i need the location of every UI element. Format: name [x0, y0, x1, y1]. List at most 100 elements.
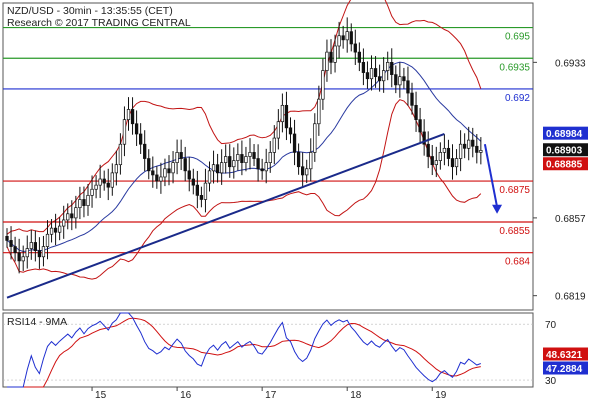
- candle-body-13: [57, 225, 62, 233]
- price-badge-0-box: [543, 126, 588, 140]
- candle-body-95: [390, 62, 394, 75]
- candle-body-55: [228, 156, 232, 168]
- candle-body-81: [333, 45, 337, 63]
- candle-body-28: [118, 143, 123, 166]
- candle-body-18: [78, 199, 82, 209]
- candles: [5, 17, 483, 274]
- candle-body-39: [163, 168, 167, 178]
- candle-body-23: [98, 178, 102, 186]
- price-badges: 0.68984 0.68903 0.68885 48.6321 47.2884: [543, 126, 588, 375]
- candle-body-66: [272, 137, 276, 153]
- candle-body-117: [479, 150, 483, 153]
- candle-body-112: [458, 143, 463, 159]
- candle-body-93: [382, 70, 386, 82]
- candle-body-61: [252, 152, 256, 159]
- candle-body-7: [33, 242, 37, 251]
- candle-body-89: [365, 72, 370, 80]
- x-tick-label-2: 17: [265, 390, 277, 400]
- candle-body-69: [284, 104, 289, 129]
- candle-body-22: [94, 184, 98, 190]
- candle-body-100: [410, 92, 414, 106]
- price-badge-0-label: 0.68984: [546, 129, 583, 140]
- x-tick-label-0: 15: [95, 390, 107, 400]
- candle-body-92: [377, 76, 382, 82]
- candle-body-44: [183, 158, 187, 172]
- axes: 0.6933 0.6857 0.6819 70 30 15 16 17 18 19: [91, 58, 586, 400]
- level-label-4: 0.6855: [499, 226, 530, 237]
- candle-body-35: [147, 158, 151, 172]
- rsi-badge-0-box: [543, 347, 588, 361]
- candle-body-53: [220, 162, 224, 174]
- price-panel-frame: [2, 2, 534, 311]
- candle-body-57: [236, 154, 240, 161]
- rsi-badge-1-label: 47.2884: [546, 364, 583, 375]
- candle-body-84: [345, 31, 349, 41]
- rsi-panel-label: RSI14 - 9MA: [7, 316, 67, 328]
- level-label-0: 0.695: [505, 32, 530, 43]
- candle-body-115: [471, 139, 475, 147]
- candle-body-1: [9, 240, 13, 247]
- price-tick-label-2: 0.6819: [555, 292, 586, 303]
- candle-body-12: [53, 227, 58, 233]
- candle-body-29: [122, 119, 127, 145]
- bollinger-bands: [6, 0, 482, 280]
- candle-body-48: [199, 195, 204, 200]
- candle-body-52: [215, 164, 220, 174]
- candle-body-113: [463, 143, 467, 149]
- candle-body-49: [203, 182, 208, 200]
- candle-body-64: [264, 162, 268, 172]
- candle-body-46: [191, 178, 195, 186]
- candle-body-60: [248, 152, 252, 157]
- candle-body-16: [70, 213, 74, 219]
- rsi-lines: [3, 312, 533, 388]
- candle-body-20: [86, 195, 90, 206]
- moving-average-line: [6, 61, 482, 253]
- candle-body-99: [406, 80, 410, 94]
- rsi-badge-0-label: 48.6321: [546, 350, 583, 361]
- candle-body-17: [74, 207, 78, 219]
- candle-body-101: [414, 104, 418, 121]
- price-badge-1-label: 0.68903: [546, 146, 583, 157]
- candle-body-77: [317, 98, 321, 125]
- candle-body-79: [325, 51, 329, 71]
- candle-body-97: [398, 76, 402, 86]
- candle-body-80: [329, 51, 333, 63]
- candle-body-71: [292, 133, 297, 153]
- candle-body-67: [276, 121, 280, 139]
- forecast-arrow-shaft: [483, 144, 499, 207]
- chart-header-title: NZD/USD - 30min - 13:35:55 (CET): [7, 5, 173, 17]
- candle-body-43: [179, 152, 183, 159]
- level-label-3: 0.6875: [499, 185, 530, 196]
- x-tick-label-4: 19: [435, 390, 447, 400]
- candle-body-58: [240, 154, 244, 163]
- level-label-5: 0.684: [505, 257, 530, 268]
- candle-body-24: [102, 178, 106, 184]
- candle-body-11: [49, 227, 54, 235]
- candle-body-96: [394, 74, 398, 86]
- candle-body-42: [175, 152, 179, 163]
- candle-body-6: [29, 242, 33, 249]
- candle-body-36: [151, 170, 155, 176]
- x-tick-label-1: 16: [180, 390, 192, 400]
- rsi-tick-label-1: 30: [545, 376, 557, 387]
- candle-body-5: [25, 248, 29, 258]
- candle-body-63: [260, 168, 264, 172]
- candle-body-74: [305, 168, 309, 176]
- candle-body-75: [309, 152, 313, 170]
- candle-body-34: [143, 143, 147, 159]
- chart-header-research: Research © 2017 TRADING CENTRAL: [7, 17, 191, 29]
- candle-body-103: [422, 131, 426, 145]
- candle-body-68: [280, 104, 285, 123]
- candle-body-78: [321, 70, 325, 100]
- candle-body-116: [475, 145, 479, 153]
- candle-body-56: [232, 160, 236, 168]
- candle-body-106: [434, 160, 438, 166]
- bollinger-lower-line: [6, 99, 482, 280]
- support-trendline: [6, 133, 445, 299]
- level-label-1: 0.6935: [499, 62, 530, 73]
- candle-body-27: [114, 164, 119, 174]
- candle-body-88: [361, 62, 366, 73]
- candle-body-76: [313, 123, 317, 153]
